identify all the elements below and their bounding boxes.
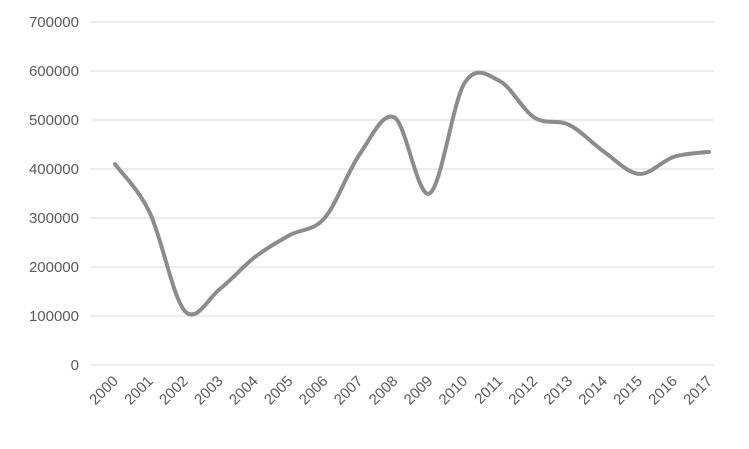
y-tick-label: 200000: [29, 259, 79, 276]
x-tick-label: 2015: [610, 373, 646, 409]
y-tick-label: 400000: [29, 161, 79, 178]
y-tick-label: 600000: [29, 63, 79, 80]
x-tick-label: 2011: [471, 373, 506, 408]
x-tick-label: 2009: [401, 373, 437, 409]
x-tick-label: 2010: [436, 373, 472, 409]
x-tick-label: 2000: [86, 373, 122, 409]
x-tick-label: 2014: [575, 373, 611, 409]
x-tick-label: 2003: [191, 373, 227, 409]
x-tick-label: 2008: [366, 373, 402, 409]
y-tick-label: 500000: [29, 112, 79, 129]
y-tick-label: 100000: [29, 308, 79, 325]
x-tick-label: 2013: [540, 373, 576, 409]
series-line: [113, 70, 711, 317]
x-tick-label: 2001: [121, 373, 157, 409]
x-tick-label: 2012: [506, 373, 542, 409]
series-layer: [113, 70, 711, 317]
y-tick-label: 700000: [29, 14, 79, 31]
x-axis-ticks: 2000 2001 2002 2003 2004 2005 2006 2007 2008 2009…: [86, 373, 716, 409]
x-tick-label: 2017: [680, 373, 716, 409]
x-tick-label: 2006: [296, 373, 332, 409]
x-tick-label: 2005: [261, 373, 297, 409]
gridlines: [90, 21, 714, 366]
x-tick-label: 2002: [156, 373, 192, 409]
y-tick-label: 0: [71, 357, 79, 374]
x-tick-label: 2004: [226, 373, 262, 409]
y-tick-label: 300000: [29, 210, 79, 227]
y-axis-ticks: 0 100000 200000 300000 400000 500000 600000 700…: [29, 14, 79, 374]
x-tick-label: 2007: [331, 373, 367, 409]
x-tick-label: 2016: [645, 373, 681, 409]
